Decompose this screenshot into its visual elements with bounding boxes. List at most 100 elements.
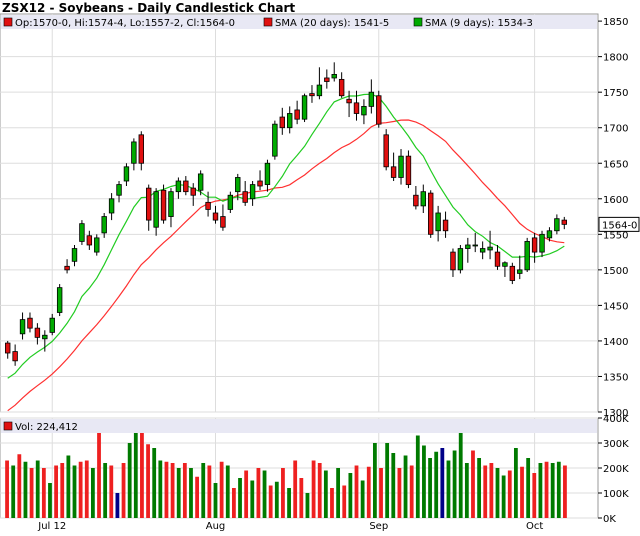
volume-bar (403, 455, 408, 518)
candle-body (64, 265, 70, 271)
volume-bar (195, 476, 200, 518)
candle-body (212, 212, 219, 221)
y-tick-label: 1450 (603, 301, 628, 312)
volume-bar (140, 433, 144, 518)
candle-body (42, 334, 48, 340)
volume-bar (54, 465, 59, 518)
volume-bar (538, 463, 543, 518)
volume-bar (434, 451, 439, 518)
y-tick-label: 1750 (603, 88, 628, 99)
volume-bar (66, 455, 71, 518)
volume-bar (90, 468, 95, 518)
volume-bar (501, 475, 506, 518)
volume-bar (507, 470, 512, 518)
candle-body (153, 191, 159, 228)
candle-body (94, 237, 100, 253)
price-panel: 1300 1350 1400 1450 1500 1550 1600 1650 1700 1750… (0, 13, 640, 419)
vol-y-tick-label: 0K (603, 514, 616, 525)
candle-body (361, 105, 367, 116)
volume-bar (35, 460, 40, 518)
volume-bar (213, 483, 218, 518)
y-tick-label: 1600 (603, 195, 628, 206)
volume-bar (72, 465, 77, 518)
last-price-label: 1564-0 (602, 220, 637, 231)
volume-bar (563, 465, 567, 518)
volume-bar (41, 468, 46, 518)
volume-bar (48, 483, 52, 518)
candle-body (413, 194, 419, 207)
volume-bar (385, 443, 390, 518)
volume-bar (170, 463, 175, 518)
volume-bar (556, 461, 561, 518)
candle-body (450, 251, 456, 271)
candle-body (554, 218, 560, 232)
y-tick-label: 1400 (603, 337, 628, 348)
candle-body (49, 317, 55, 333)
candle-body (27, 317, 33, 329)
volume-bar (464, 463, 469, 518)
candle-body (183, 180, 189, 193)
candle-body (561, 219, 567, 225)
sma-9-line (7, 93, 565, 379)
candle-body (131, 141, 137, 164)
volume-bar (231, 488, 236, 518)
candle-body (5, 342, 11, 354)
candle-body (346, 98, 352, 104)
candle-body (316, 84, 323, 97)
volume-bar (342, 485, 347, 518)
candle-body (465, 244, 471, 249)
volume-bar (452, 450, 457, 518)
volume-bar (477, 458, 482, 518)
volume-bar (305, 493, 310, 518)
volume-bar (397, 468, 402, 518)
vol-y-tick-label: 300K (603, 439, 629, 450)
volume-bar (219, 461, 224, 518)
volume-bar (17, 454, 22, 518)
candle-body (175, 180, 182, 193)
candle-body (524, 241, 530, 271)
volume-bar (446, 460, 451, 518)
candle-body (101, 216, 107, 234)
candle-body (19, 319, 26, 335)
candle-body (168, 191, 174, 217)
candle-body (517, 269, 523, 274)
sma-20-line (7, 119, 565, 412)
y-tick-label: 1550 (603, 230, 628, 241)
volume-bar (103, 463, 108, 518)
candle-body (249, 184, 256, 200)
candle-body (442, 219, 449, 232)
chart-title: ZSX12 - Soybeans - Daily Candlestick Cha… (2, 1, 295, 15)
volume-bar (495, 468, 500, 518)
volume-bar (115, 493, 120, 518)
volume-bar (29, 468, 34, 518)
candle-body (116, 184, 122, 196)
candle-body (86, 235, 93, 246)
volume-bar (274, 481, 279, 518)
legend-sma-20-text: SMA (20 days): 1541-5 (275, 18, 389, 29)
volume-bar (550, 463, 555, 518)
volume-bar (127, 443, 132, 518)
candle-body (56, 287, 63, 313)
x-tick-label: Sep (369, 521, 388, 532)
volume-bar (348, 473, 353, 518)
vol-y-tick-label: 200K (603, 464, 629, 475)
volume-bar (268, 485, 273, 518)
candle-body (227, 194, 234, 210)
volume-bar (109, 465, 114, 518)
volume-bar (526, 458, 531, 518)
volume-bar (121, 463, 126, 518)
candle-body (160, 189, 167, 221)
volume-bar (391, 453, 396, 518)
volume-bar (458, 429, 463, 518)
candle-body (428, 192, 434, 235)
candle-body (108, 198, 115, 214)
vol-y-tick-label: 400K (603, 414, 629, 425)
candle-body (279, 116, 285, 129)
volume-bar (225, 465, 230, 518)
volume-panel: Jul 12 Aug Sep Oct 0K 100K 200K 300K 400K Vol: 22… (0, 414, 629, 532)
volume-bar (317, 463, 322, 518)
volume-bar (415, 435, 420, 518)
candle-body (338, 78, 345, 97)
candle-body (123, 166, 130, 182)
